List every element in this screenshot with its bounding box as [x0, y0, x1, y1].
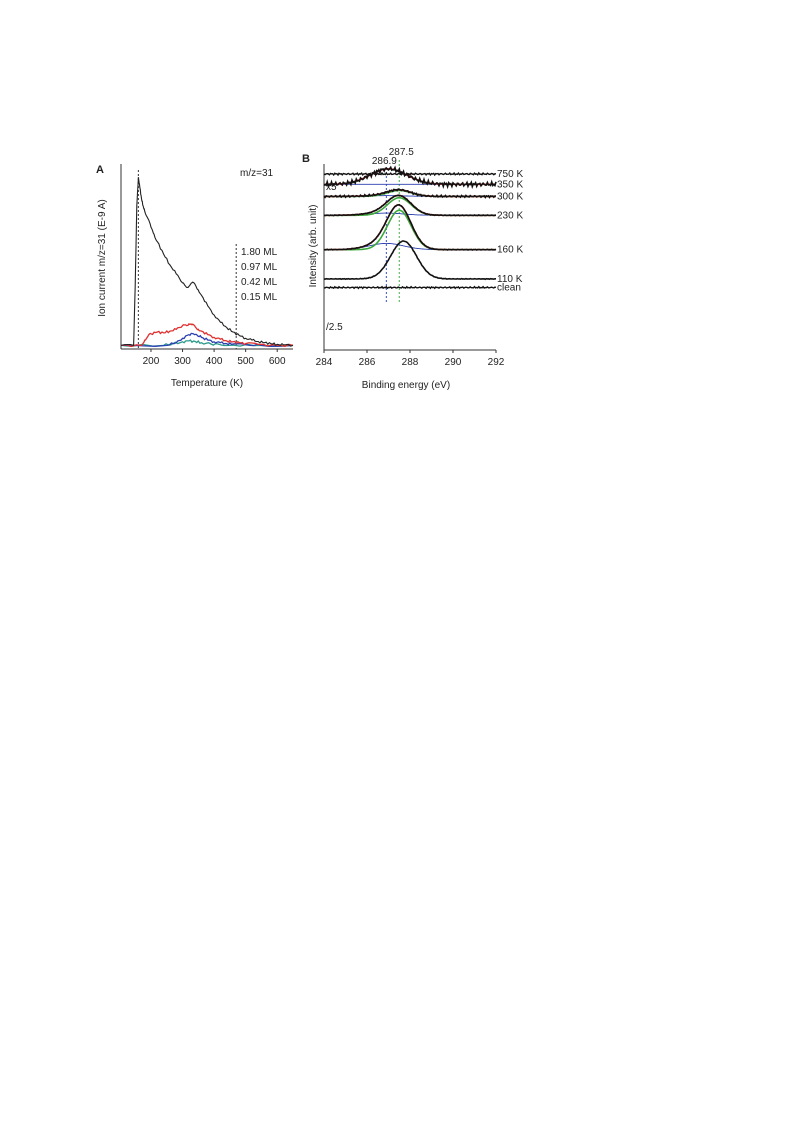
- spectrum-line: [323, 188, 496, 199]
- fit-component-green: [324, 209, 496, 251]
- spectrum-line: [323, 203, 497, 251]
- x-tick-label: 500: [237, 356, 254, 367]
- legend-entry: 0.15 ML: [241, 292, 278, 303]
- panel-b: B Intensity (arb. unit) Binding energy (…: [296, 142, 542, 394]
- legend-entry: 0.97 ML: [241, 262, 278, 273]
- x-tick-label: 300: [174, 356, 191, 367]
- fit-component-green: [324, 196, 496, 217]
- fit-envelope: [324, 194, 496, 217]
- fit-envelope: [324, 204, 496, 251]
- spectrum-line: [323, 171, 496, 177]
- x-axis-label: Temperature (K): [171, 378, 243, 389]
- y-axis-label: Intensity (arb. unit): [308, 205, 319, 288]
- spectrum-line: [323, 165, 497, 190]
- spectrum-label: 110 K: [497, 274, 523, 285]
- scale-label-x5: x5: [326, 182, 337, 193]
- spectrum-label: 230 K: [497, 210, 523, 221]
- reference-line-label: 287.5: [389, 147, 414, 158]
- legend-entry: 1.80 ML: [241, 247, 278, 258]
- panel-a: A m/z=31 Ion current m/z=31 (E-9 A) Temp…: [88, 150, 298, 395]
- series-group: [120, 177, 294, 348]
- panel-label-b: B: [302, 153, 310, 165]
- x-tick-label: 292: [488, 357, 505, 368]
- x-tick-label: 200: [143, 356, 160, 367]
- spectrum-label: 160 K: [497, 245, 523, 256]
- x-ticks: 284 286 288 290 292: [316, 350, 505, 368]
- series-line: [120, 177, 294, 347]
- x-tick-label: 288: [402, 357, 419, 368]
- legend: 1.80 ML 0.97 ML 0.42 ML 0.15 ML: [241, 247, 278, 303]
- x-ticks: 200 300 400 500 600: [143, 349, 286, 367]
- x-tick-label: 286: [359, 357, 376, 368]
- spectrum-label: 750 K: [497, 169, 523, 180]
- reference-line-label: 286.9: [372, 156, 397, 167]
- x-tick-label: 600: [269, 356, 286, 367]
- xps-chart: B Intensity (arb. unit) Binding energy (…: [302, 147, 523, 391]
- spectrum-label: clean: [497, 283, 521, 294]
- x-axis-label: Binding energy (eV): [362, 380, 450, 391]
- spectrum-label: 350 K: [497, 179, 523, 190]
- spectrum-line: [323, 240, 496, 281]
- tpd-chart: A m/z=31 Ion current m/z=31 (E-9 A) Temp…: [96, 164, 294, 389]
- x-tick-label: 290: [445, 357, 462, 368]
- mass-annotation: m/z=31: [240, 168, 274, 179]
- scale-label-div2p5: /2.5: [326, 322, 343, 333]
- reference-lines: [137, 170, 237, 349]
- series-line: [120, 332, 294, 347]
- series-line: [120, 339, 294, 348]
- x-tick-label: 400: [206, 356, 223, 367]
- series-line: [120, 323, 294, 348]
- spectrum-label: 300 K: [497, 191, 523, 202]
- legend-entry: 0.42 ML: [241, 277, 278, 288]
- y-axis-label: Ion current m/z=31 (E-9 A): [97, 199, 108, 317]
- panel-label-a: A: [96, 164, 104, 176]
- spectrum-line: [323, 194, 496, 217]
- spectrum-line: [323, 285, 497, 290]
- x-tick-label: 284: [316, 357, 333, 368]
